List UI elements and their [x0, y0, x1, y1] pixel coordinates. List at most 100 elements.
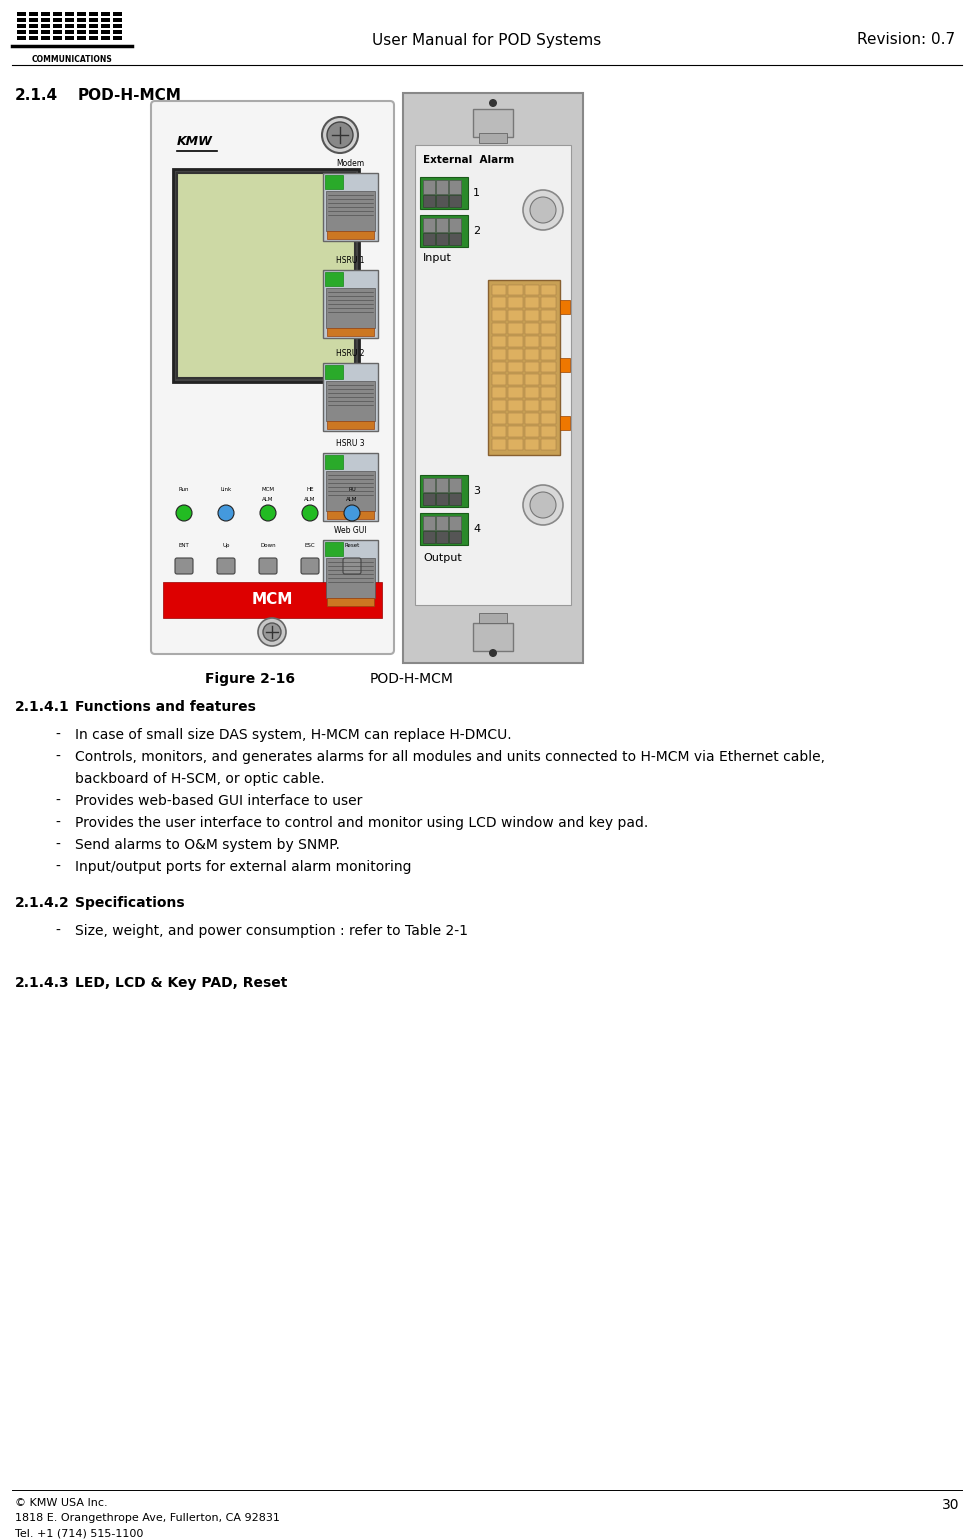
Text: -: - — [55, 859, 59, 875]
Bar — [492, 310, 506, 320]
Bar — [77, 18, 86, 22]
Text: -: - — [55, 750, 59, 764]
Text: Provides the user interface to control and monitor using LCD window and key pad.: Provides the user interface to control a… — [75, 816, 649, 830]
Text: Link: Link — [220, 487, 232, 491]
Bar — [89, 18, 98, 22]
Circle shape — [327, 122, 353, 148]
Bar — [77, 12, 86, 15]
Text: Functions and features: Functions and features — [75, 701, 256, 715]
Bar — [541, 297, 555, 308]
Bar — [436, 477, 448, 491]
Bar — [525, 348, 539, 359]
Bar — [327, 598, 374, 607]
Bar — [415, 145, 571, 605]
Bar — [327, 511, 374, 519]
Circle shape — [489, 99, 497, 106]
Text: HSRU 1: HSRU 1 — [336, 256, 364, 265]
Bar — [541, 336, 555, 347]
Bar — [89, 29, 98, 34]
Text: 3: 3 — [473, 487, 480, 496]
Bar — [492, 374, 506, 385]
Text: Provides web-based GUI interface to user: Provides web-based GUI interface to user — [75, 795, 362, 808]
Bar — [101, 35, 110, 40]
FancyBboxPatch shape — [217, 557, 235, 574]
Bar — [436, 196, 448, 206]
Bar — [423, 233, 435, 245]
Circle shape — [302, 505, 318, 521]
Text: Figure 2-16: Figure 2-16 — [205, 671, 295, 685]
Bar — [325, 365, 343, 379]
Bar — [449, 219, 461, 233]
Bar — [41, 18, 50, 22]
Bar — [325, 273, 343, 286]
Text: POD-H-MCM: POD-H-MCM — [370, 671, 454, 685]
Bar — [101, 29, 110, 34]
Bar — [17, 35, 26, 40]
Bar — [541, 400, 555, 411]
Bar — [488, 280, 560, 454]
Circle shape — [322, 117, 358, 152]
Bar — [163, 582, 382, 618]
Bar — [17, 12, 26, 15]
Bar — [41, 25, 50, 28]
Bar — [449, 233, 461, 245]
Text: Modem: Modem — [336, 159, 364, 168]
Bar — [492, 336, 506, 347]
Bar — [508, 425, 522, 437]
Bar — [436, 516, 448, 530]
Bar — [492, 425, 506, 437]
Bar — [508, 413, 522, 424]
Bar — [420, 177, 468, 209]
Circle shape — [530, 197, 556, 223]
Bar — [449, 516, 461, 530]
Bar — [492, 387, 506, 399]
Text: HSRU 3: HSRU 3 — [336, 439, 364, 448]
Text: -: - — [55, 816, 59, 830]
Bar — [449, 180, 461, 194]
Bar — [508, 439, 522, 450]
Text: 2.1.4.1: 2.1.4.1 — [15, 701, 70, 715]
Text: ESC: ESC — [305, 544, 316, 548]
Bar — [449, 531, 461, 544]
Circle shape — [523, 189, 563, 229]
Text: -: - — [55, 728, 59, 742]
Bar — [560, 300, 570, 314]
Text: COMMUNICATIONS: COMMUNICATIONS — [31, 55, 112, 65]
Bar — [436, 531, 448, 544]
Text: LED, LCD & Key PAD, Reset: LED, LCD & Key PAD, Reset — [75, 976, 287, 990]
Text: ALM: ALM — [304, 497, 316, 502]
Bar — [525, 297, 539, 308]
Bar — [449, 196, 461, 206]
Bar — [65, 29, 74, 34]
Text: ALM: ALM — [262, 497, 274, 502]
Bar — [29, 25, 38, 28]
Bar — [541, 285, 555, 296]
Bar — [436, 493, 448, 505]
Bar — [525, 310, 539, 320]
FancyBboxPatch shape — [259, 557, 277, 574]
Bar — [436, 219, 448, 233]
Text: 30: 30 — [942, 1498, 959, 1512]
Text: External  Alarm: External Alarm — [423, 156, 514, 165]
Bar — [492, 413, 506, 424]
Circle shape — [260, 505, 276, 521]
Bar — [323, 172, 378, 240]
Circle shape — [344, 505, 360, 521]
Bar — [449, 493, 461, 505]
Text: Send alarms to O&M system by SNMP.: Send alarms to O&M system by SNMP. — [75, 838, 340, 852]
Bar — [541, 439, 555, 450]
Bar — [327, 420, 374, 430]
Text: Down: Down — [260, 544, 276, 548]
Text: HSRU 2: HSRU 2 — [336, 350, 364, 357]
Text: User Manual for POD Systems: User Manual for POD Systems — [372, 32, 602, 48]
Bar — [541, 387, 555, 399]
Bar — [29, 18, 38, 22]
Text: 2: 2 — [473, 226, 480, 236]
Bar — [508, 387, 522, 399]
Bar — [41, 35, 50, 40]
Bar — [173, 169, 359, 382]
Bar — [525, 425, 539, 437]
Text: 4: 4 — [473, 524, 480, 534]
Text: ENT: ENT — [178, 544, 189, 548]
Text: Run: Run — [179, 487, 189, 491]
